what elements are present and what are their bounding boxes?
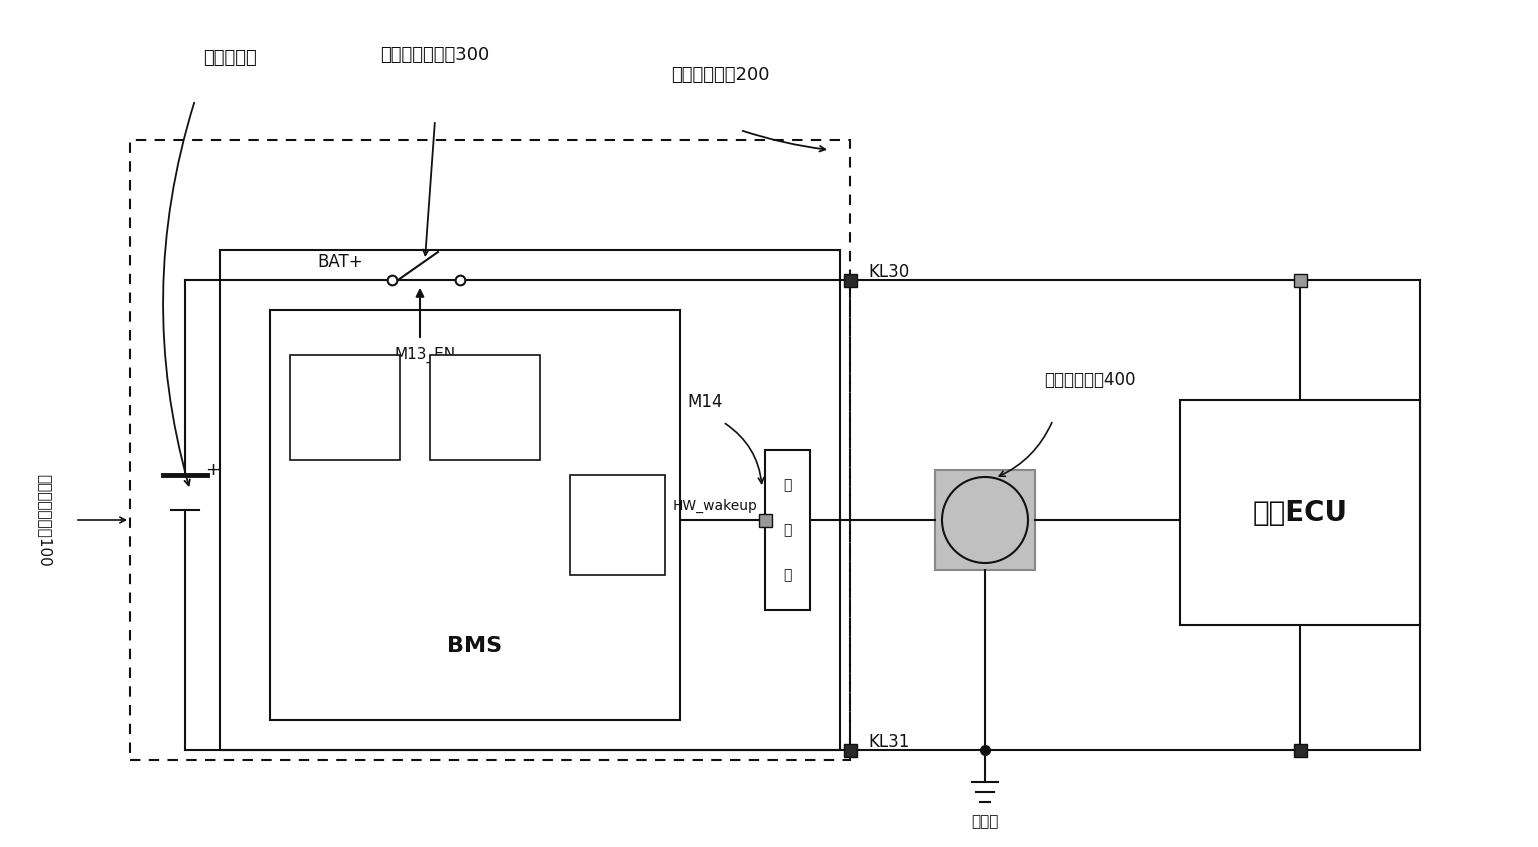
- Text: KL31: KL31: [867, 733, 909, 751]
- Text: 整车ECU: 整车ECU: [1252, 499, 1347, 527]
- Bar: [843, 744, 857, 756]
- Text: U3: U3: [474, 398, 497, 417]
- Text: 接: 接: [783, 523, 792, 537]
- Text: U2: U2: [334, 398, 357, 417]
- Text: 电池管理模块200: 电池管理模块200: [671, 66, 769, 84]
- Bar: [220, 250, 840, 750]
- Text: HW_wakeup: HW_wakeup: [672, 499, 757, 513]
- Text: 主回路开关模块300: 主回路开关模块300: [380, 46, 489, 64]
- Bar: [431, 355, 540, 460]
- Bar: [843, 274, 857, 286]
- Bar: [271, 310, 680, 720]
- Bar: [1180, 400, 1420, 625]
- Text: 器: 器: [783, 567, 792, 582]
- Text: M14: M14: [687, 393, 723, 411]
- Bar: [1293, 744, 1306, 756]
- Text: 低压锂电池模块100: 低压锂电池模块100: [37, 473, 52, 567]
- Text: +: +: [206, 461, 220, 479]
- Text: 低压锂电池: 低压锂电池: [203, 49, 257, 67]
- Bar: [1293, 274, 1306, 286]
- Text: BAT+: BAT+: [317, 253, 363, 271]
- Text: U1: U1: [606, 516, 629, 534]
- Text: 底盘地: 底盘地: [972, 815, 998, 829]
- Bar: [131, 140, 851, 760]
- Bar: [291, 355, 400, 460]
- Text: 连: 连: [783, 479, 792, 492]
- Bar: [758, 513, 772, 527]
- Bar: [571, 475, 664, 575]
- Bar: [935, 470, 1035, 570]
- Bar: [764, 450, 811, 610]
- Text: KL30: KL30: [867, 263, 909, 281]
- Text: M13_EN: M13_EN: [394, 347, 455, 363]
- Text: BMS: BMS: [448, 636, 503, 656]
- Text: 唤醒开关模块400: 唤醒开关模块400: [1044, 371, 1135, 389]
